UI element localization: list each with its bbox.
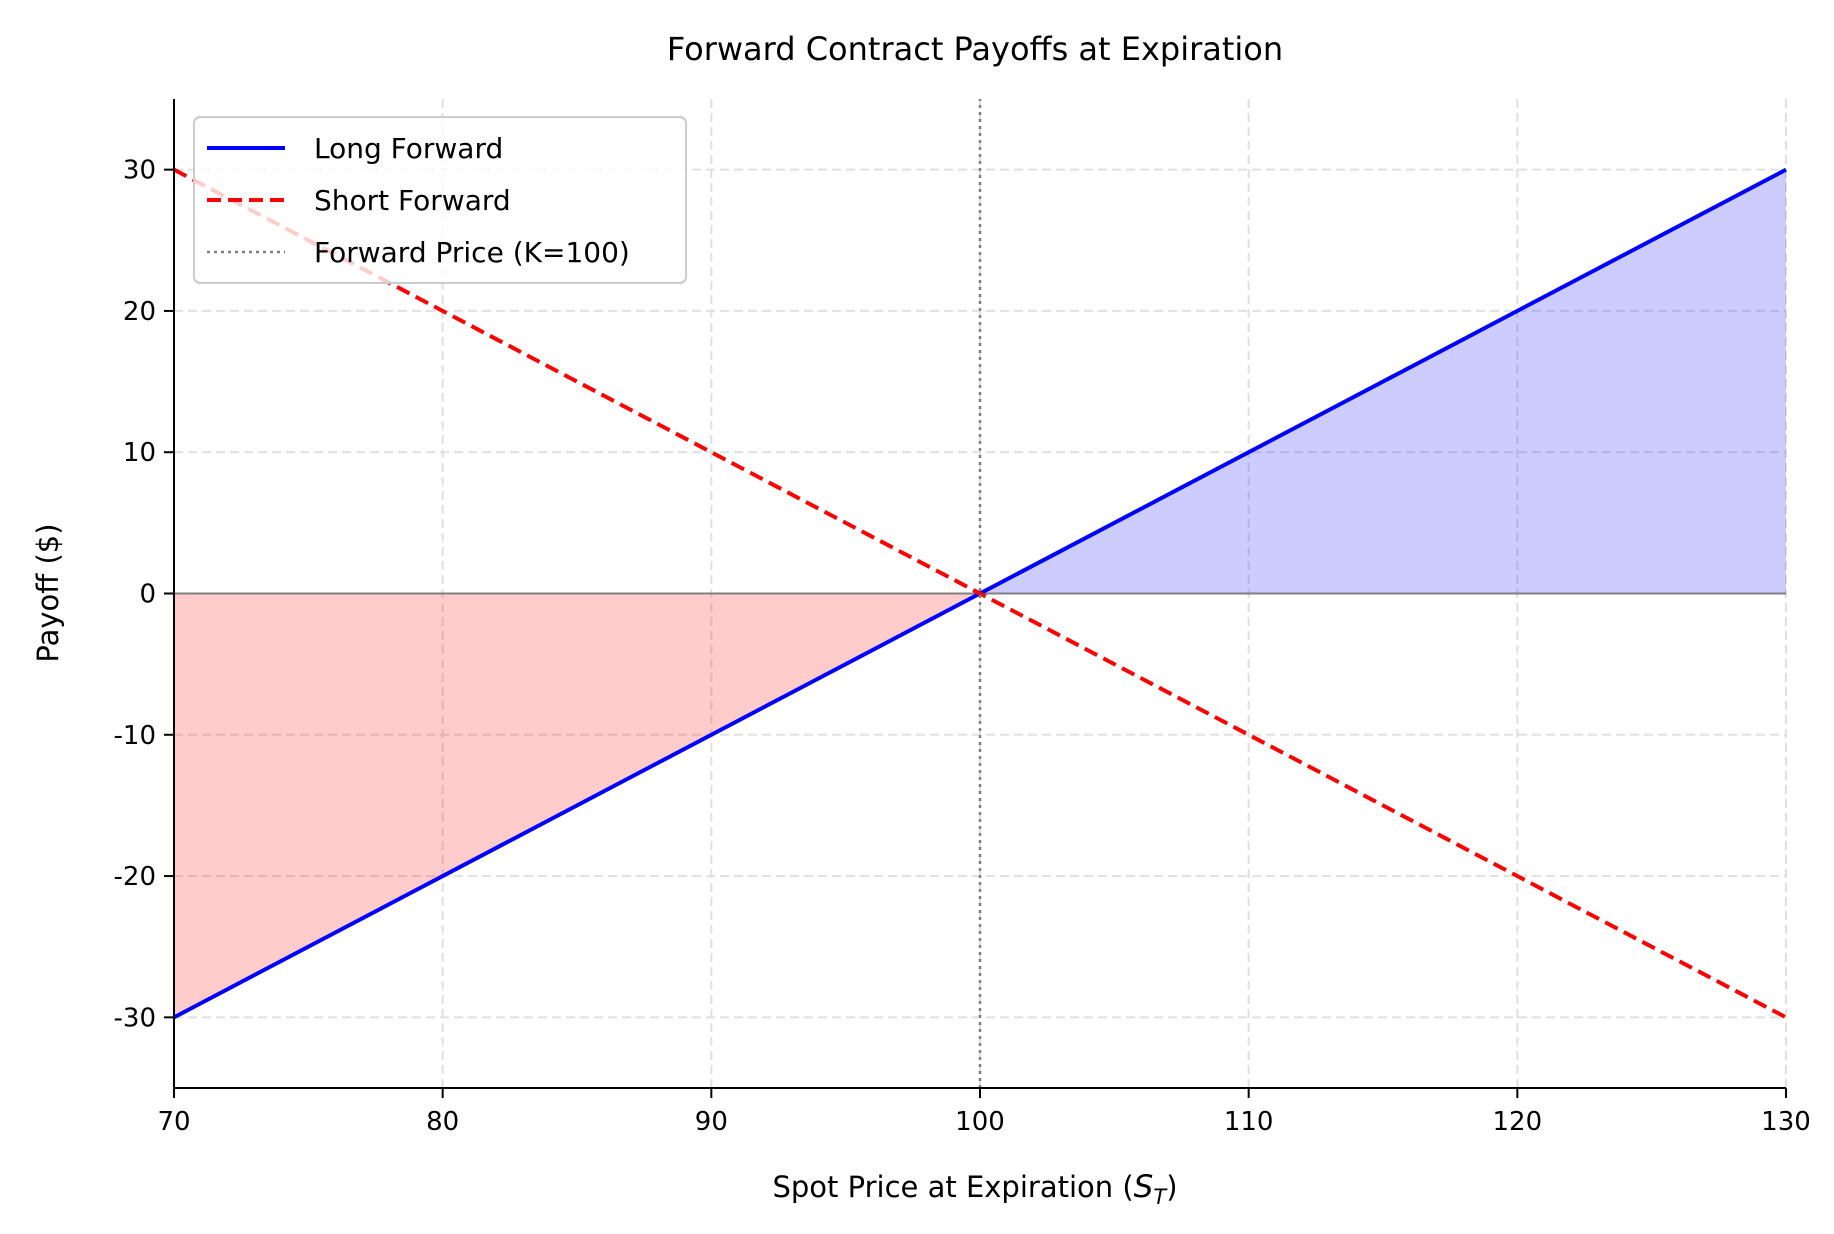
series: [173, 99, 1787, 1088]
y-tick-label: -30: [114, 1003, 156, 1033]
chart-title: Forward Contract Payoffs at Expiration: [667, 30, 1283, 68]
x-tick-label: 90: [695, 1107, 728, 1137]
axes: 70 80 90 100 110 120 130 -30 -20 -10 0 10 20 30: [114, 99, 1811, 1137]
y-tick-label: -10: [114, 721, 156, 751]
legend-label: Forward Price (K=100): [314, 236, 630, 269]
legend: Long Forward Short Forward Forward Price (…: [193, 116, 687, 284]
x-tick-label: 110: [1224, 1107, 1274, 1137]
x-tick-label: 130: [1761, 1107, 1811, 1137]
legend-label: Long Forward: [314, 132, 503, 165]
series-line-short-forward: [173, 167, 1787, 1020]
y-axis-label: Payoff ($): [31, 523, 65, 662]
x-tick-label: 70: [157, 1107, 190, 1137]
x-axis-label: Spot Price at Expiration (ST): [772, 1169, 1177, 1209]
y-tick-label: 10: [123, 438, 156, 468]
y-tick-label: 30: [123, 156, 156, 186]
x-tick-label: 80: [426, 1107, 459, 1137]
legend-box: [193, 116, 687, 284]
y-tick-label: -20: [114, 862, 156, 892]
y-tick-label: 20: [123, 297, 156, 327]
legend-label: Short Forward: [314, 184, 511, 217]
y-tick-label: 0: [139, 580, 156, 610]
x-tick-label: 100: [955, 1107, 1005, 1137]
x-tick-label: 120: [1493, 1107, 1543, 1137]
